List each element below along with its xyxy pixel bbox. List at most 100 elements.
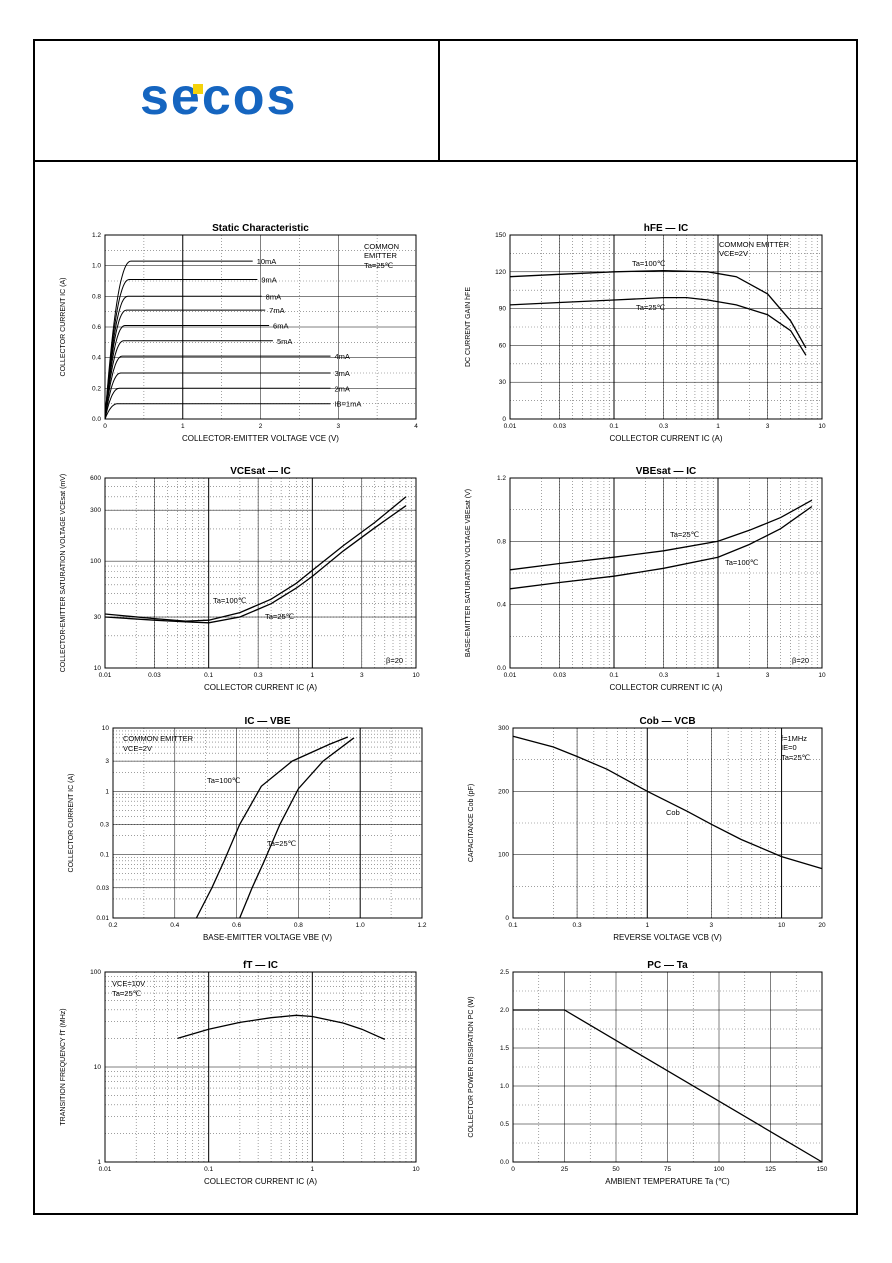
x-axis-label: COLLECTOR CURRENT IC (A) xyxy=(204,683,317,692)
y-axis-label: BASE-EMITTER SATURATION VOLTAGE VBEsat (… xyxy=(465,489,472,657)
x-tick-label: 1 xyxy=(716,423,720,430)
y-axis-label: COLLECTOR-EMITTER SATURATION VOLTAGE VCE… xyxy=(60,474,67,673)
annotation: Ta=25℃ xyxy=(781,753,811,762)
x-tick-label: 0.1 xyxy=(204,672,213,679)
x-tick-label: 3 xyxy=(360,672,364,679)
plot-frame xyxy=(112,727,423,919)
chart-title: IC — VBE xyxy=(244,716,290,727)
y-tick-label: 1.5 xyxy=(500,1045,509,1052)
y-tick-label: 0.8 xyxy=(92,293,101,300)
x-tick-label: 1.2 xyxy=(417,922,426,929)
chart-title: hFE — IC xyxy=(644,223,688,234)
plot-frame xyxy=(509,234,823,420)
y-axis-label: CAPACITANCE Cob (pF) xyxy=(468,784,475,862)
x-tick-label: 10 xyxy=(412,672,420,679)
y-tick-label: 0 xyxy=(505,915,509,922)
series-line xyxy=(104,387,331,420)
x-tick-label: 10 xyxy=(778,922,786,929)
header-vertical-divider xyxy=(438,39,440,161)
y-tick-label: 10 xyxy=(94,1064,102,1071)
y-tick-label: 90 xyxy=(499,306,507,313)
y-tick-label: 1 xyxy=(97,1159,101,1166)
series-line xyxy=(104,309,266,420)
x-tick-label: 3 xyxy=(766,672,770,679)
x-tick-label: 0.1 xyxy=(609,672,618,679)
series-line xyxy=(509,269,807,349)
x-tick-label: 10 xyxy=(412,1166,420,1173)
chart-5: 0.2 0.4 0.6 0.8 1.0 1.2 0.01 0.03 0.1 0.3 1 3 10 IC —… xyxy=(68,716,427,942)
y-tick-label: 10 xyxy=(102,725,110,732)
x-tick-label: 0 xyxy=(511,1166,515,1173)
annotation: Cob xyxy=(666,808,680,817)
series-line xyxy=(104,340,273,420)
x-axis-label: COLLECTOR CURRENT IC (A) xyxy=(609,434,722,443)
annotation: COMMON xyxy=(364,242,399,251)
x-tick-label: 1 xyxy=(311,1166,315,1173)
x-tick-label: 125 xyxy=(765,1166,776,1173)
x-tick-label: 0.03 xyxy=(553,423,566,430)
chart-title: PC — Ta xyxy=(647,960,688,971)
series-line xyxy=(104,403,331,420)
y-axis-label: COLLECTOR CURRENT IC (A) xyxy=(60,278,67,377)
y-tick-label: 100 xyxy=(90,558,101,565)
chart-1: 0 1 2 3 4 0.0 0.2 0.4 0.6 0.8 1.0 1.2 Static Charact… xyxy=(60,223,418,443)
series-label: Ta=25℃ xyxy=(670,530,700,539)
plot-frame xyxy=(104,234,417,420)
x-tick-label: 1 xyxy=(716,672,720,679)
series-line xyxy=(104,505,407,624)
chart-title: Static Characteristic xyxy=(212,223,309,234)
x-tick-label: 3 xyxy=(336,423,340,430)
x-tick-label: 0.03 xyxy=(148,672,161,679)
x-axis-label: BASE-EMITTER VOLTAGE VBE (V) xyxy=(203,933,332,942)
chart-8: 0 25 50 75 100 125 150 0.0 0.5 1.0 1.5 2.0 2.5 PC — T… xyxy=(468,960,828,1186)
x-tick-label: 0.4 xyxy=(170,922,179,929)
plot-frame xyxy=(512,971,823,1163)
y-tick-label: 120 xyxy=(495,269,506,276)
x-tick-label: 1 xyxy=(645,922,649,929)
series-label: 7mA xyxy=(269,306,284,315)
y-tick-label: 1.2 xyxy=(497,475,506,482)
chart-2: 0.01 0.03 0.1 0.3 1 3 10 0 30 60 90 120 150 hFE — IC C… xyxy=(465,223,826,443)
x-axis-label: COLLECTOR CURRENT IC (A) xyxy=(204,1177,317,1186)
annotation: Ta=25℃ xyxy=(112,989,142,998)
annotation: f=1MHz xyxy=(781,734,807,743)
y-tick-label: 600 xyxy=(90,475,101,482)
series-line xyxy=(512,735,823,870)
chart-title: fT — IC xyxy=(243,960,278,971)
x-tick-label: 0.03 xyxy=(553,672,566,679)
x-tick-label: 3 xyxy=(710,922,714,929)
annotation: VCE=2V xyxy=(719,249,748,258)
series-line xyxy=(104,496,407,622)
x-tick-label: 150 xyxy=(817,1166,828,1173)
chart-title: Cob — VCB xyxy=(639,716,695,727)
x-tick-label: 0 xyxy=(103,423,107,430)
series-label: 8mA xyxy=(266,292,281,301)
series-line xyxy=(509,505,813,590)
series-line xyxy=(513,1009,823,1163)
x-tick-label: 100 xyxy=(714,1166,725,1173)
chart-title: VBEsat — IC xyxy=(636,466,697,477)
series-label: IB=1mA xyxy=(334,400,361,409)
series-label: 6mA xyxy=(273,321,288,330)
y-tick-label: 1.2 xyxy=(92,232,101,239)
x-axis-label: COLLECTOR-EMITTER VOLTAGE VCE (V) xyxy=(182,434,339,443)
y-tick-label: 0.01 xyxy=(96,915,109,922)
series-label: 4mA xyxy=(334,352,349,361)
x-tick-label: 1 xyxy=(311,672,315,679)
series-label: 3mA xyxy=(334,369,349,378)
y-tick-label: 30 xyxy=(499,379,507,386)
annotation: EMITTER xyxy=(364,251,397,260)
x-tick-label: 20 xyxy=(818,922,826,929)
chart-4: 0.01 0.03 0.1 0.3 1 3 10 0.0 0.4 0.8 1.2 VBEsat — I… xyxy=(465,466,826,692)
annotation: β=20 xyxy=(792,656,809,665)
annotation: VCE=2V xyxy=(123,744,152,753)
x-tick-label: 50 xyxy=(612,1166,620,1173)
series-line xyxy=(195,736,349,919)
x-tick-label: 0.1 xyxy=(204,1166,213,1173)
x-tick-label: 4 xyxy=(414,423,418,430)
x-tick-label: 0.01 xyxy=(504,672,517,679)
y-tick-label: 0.8 xyxy=(497,538,506,545)
y-tick-label: 100 xyxy=(498,852,509,859)
series-line xyxy=(177,1014,386,1040)
